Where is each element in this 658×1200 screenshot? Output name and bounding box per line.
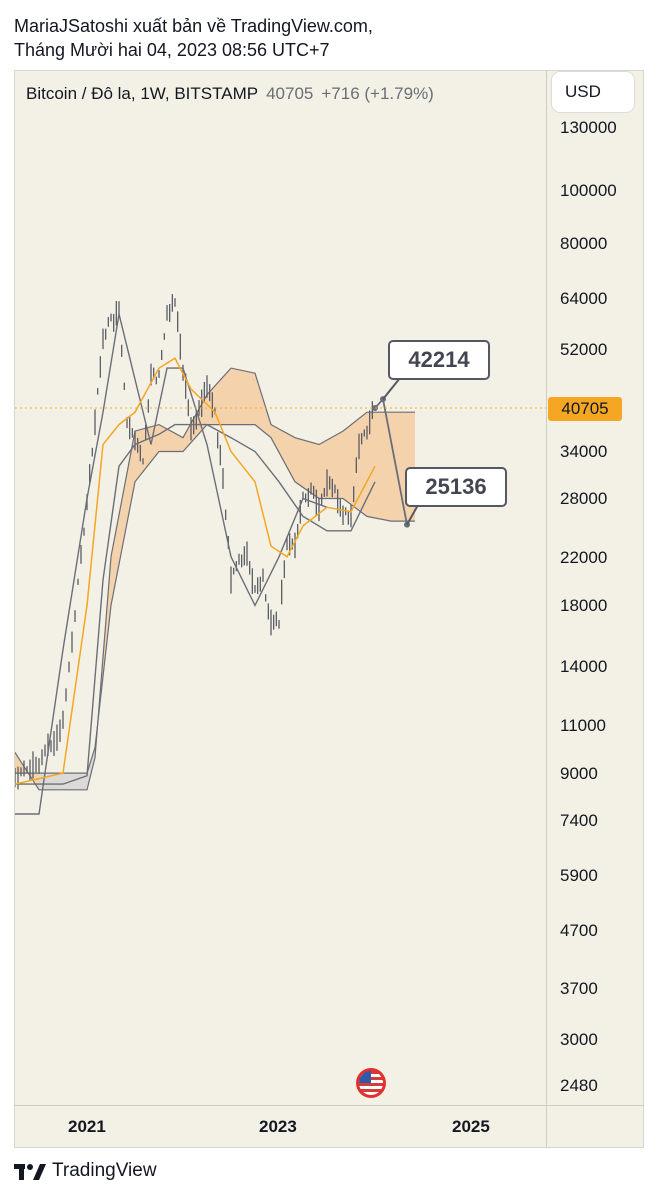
y-tick-label: 100000 [560,181,617,200]
y-tick-label: 18000 [560,596,608,615]
y-tick-label: 80000 [560,234,608,253]
publisher-line: MariaJSatoshi xuất bản về TradingView.co… [14,16,373,36]
cloud-segment [343,412,367,517]
brand-name: TradingView [52,1160,157,1181]
time-scale-divider [14,1105,644,1106]
last-price: 40705 [266,84,314,103]
x-tick-label: 2021 [68,1117,106,1136]
cloud-segment [255,373,271,438]
callout-high[interactable]: 42214 [388,340,490,380]
cloud-segment [0,753,15,774]
price-change: +716 (+1.79%) [321,84,434,103]
y-tick-label: 4700 [560,921,598,940]
cloud-segment [295,437,319,499]
lagging-line [15,313,328,816]
flag-stripes [359,1071,383,1095]
cloud-segment [319,431,343,499]
us-flag-event-icon[interactable] [356,1068,386,1098]
y-tick-label: 14000 [560,657,608,676]
flag-canton [359,1071,371,1083]
y-tick-label: 22000 [560,548,608,567]
callout-high-connector [382,377,401,400]
y-tick-label: 64000 [560,289,608,308]
symbol-label: Bitcoin / Đô la, 1W, BITSTAMP [26,84,259,103]
y-tick-label: 11000 [560,716,607,735]
cloud-segment [183,394,207,452]
callout-low-connector [406,504,419,526]
y-tick-label: 28000 [560,489,608,508]
plot-area [0,294,415,816]
callout-low[interactable]: 25136 [405,467,507,507]
cloud-segment [367,412,391,522]
x-tick-label: 2025 [452,1117,490,1136]
y-tick-label: 7400 [560,811,598,830]
tradingview-icon [14,1164,46,1180]
cloud-segment [111,431,135,606]
y-tick-label: 130000 [560,118,617,137]
y-tick-label: 3700 [560,979,598,998]
publisher-info: MariaJSatoshi xuất bản về TradingView.co… [14,14,373,62]
y-tick-label: 34000 [560,442,608,461]
price-scale-divider [546,70,547,1148]
cloud-segment [207,368,231,425]
cloud-segment [271,424,295,482]
conversion-line [15,357,376,785]
base-line [15,423,376,785]
cloud-segment [63,773,87,790]
x-tick-label: 2023 [259,1117,297,1136]
span-b-line [15,424,415,774]
y-tick-label: 52000 [560,340,608,359]
current-price-label: 40705 [548,397,622,421]
span-a-line [15,367,415,791]
publish-date: Tháng Mười hai 04, 2023 08:56 UTC+7 [14,40,330,60]
symbol-legend: Bitcoin / Đô la, 1W, BITSTAMP 40705 +716 (… [26,84,434,104]
cloud-segment [135,424,159,482]
y-tick-label: 3000 [560,1030,598,1049]
y-tick-label: 5900 [560,866,598,885]
y-tick-label: 9000 [560,764,598,783]
chart-frame [14,70,644,1148]
y-tick-label: 2480 [560,1076,598,1095]
cloud-segment [231,368,255,425]
cloud-segment [159,424,183,452]
currency-button[interactable]: USD [552,72,634,112]
